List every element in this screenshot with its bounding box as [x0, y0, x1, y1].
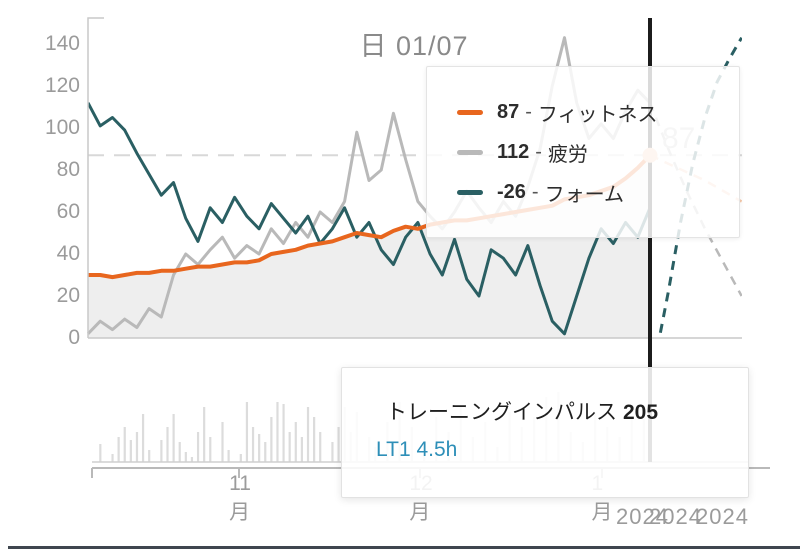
load-bar	[227, 450, 230, 462]
y-axis-line	[87, 17, 104, 338]
tooltip: トレーニングインパルス 205 LT1 4.5h	[341, 367, 749, 498]
y-axis-tick-label: 140	[44, 32, 80, 55]
load-bar	[178, 442, 181, 462]
month-label: 11月	[229, 472, 251, 524]
load-bar	[294, 422, 297, 462]
load-bar	[245, 402, 249, 462]
load-bar	[99, 444, 102, 462]
load-bar	[203, 407, 206, 462]
load-bar	[111, 454, 114, 462]
load-bar	[331, 442, 334, 462]
training-impulse-value: 205	[623, 401, 659, 424]
load-bar	[258, 434, 261, 462]
load-bar	[270, 417, 273, 462]
load-bar	[209, 437, 212, 462]
load-bar	[129, 440, 132, 462]
chart-title: 日 01/07	[359, 31, 469, 61]
legend-separator: -	[535, 140, 542, 163]
year-label: 2024	[696, 504, 749, 529]
year-label: 2024	[616, 504, 669, 529]
legend: 87 - フィットネス 112 - 疲労 -26 - フォーム	[426, 66, 740, 238]
fatigue-value: 112	[497, 140, 530, 163]
bottom-divider	[8, 546, 800, 549]
load-bar	[264, 442, 267, 462]
load-bar	[251, 427, 255, 462]
load-bar	[276, 402, 279, 462]
fitness-area-fill	[88, 155, 650, 338]
load-bar	[166, 427, 169, 462]
load-bar	[123, 427, 126, 462]
form-label: フォーム	[544, 183, 624, 206]
load-bar	[288, 432, 291, 462]
fitness-value: 87	[497, 100, 520, 123]
lt1-duration: LT1 4.5h	[376, 438, 458, 461]
fitness-line-swatch-icon	[457, 109, 483, 115]
legend-separator: -	[531, 180, 539, 203]
form-line-swatch-icon	[457, 189, 483, 195]
fatigue-label: 疲労	[547, 143, 588, 166]
load-bar	[141, 414, 145, 462]
load-bar	[190, 457, 194, 462]
load-bar	[319, 432, 322, 462]
y-axis-tick-label: 100	[44, 116, 80, 139]
load-bar	[160, 440, 163, 462]
load-bar	[148, 450, 151, 462]
y-axis-tick-label: 40	[56, 242, 80, 265]
training-impulse-line: トレーニングインパルス 205	[386, 396, 748, 426]
training-impulse-label: トレーニングインパルス	[386, 401, 617, 424]
fitness-label: フィットネス	[537, 103, 658, 126]
load-bar	[172, 414, 175, 462]
load-bar	[117, 437, 120, 462]
form-value: -26	[497, 180, 526, 203]
y-axis-tick-label: 60	[56, 200, 80, 223]
load-bar	[306, 407, 310, 462]
load-bar	[300, 437, 304, 462]
legend-item-fitness: 87 - フィットネス	[457, 98, 739, 127]
fatigue-line-swatch-icon	[457, 149, 483, 155]
load-bar	[184, 452, 187, 462]
y-axis-tick-label: 20	[56, 284, 80, 307]
load-bar	[239, 454, 242, 462]
legend-item-form: -26 - フォーム	[457, 178, 739, 207]
load-bar	[135, 432, 139, 462]
legend-item-fatigue: 112 - 疲労	[457, 138, 739, 167]
legend-separator: -	[525, 100, 532, 123]
load-bar	[282, 404, 285, 462]
load-bar	[221, 422, 224, 462]
y-axis-tick-label: 120	[44, 74, 80, 97]
load-bar	[337, 427, 340, 462]
year-label: 2024	[649, 504, 702, 529]
y-axis-tick-label: 0	[68, 326, 80, 349]
load-bar	[196, 432, 200, 462]
load-bar	[313, 417, 316, 462]
y-axis-tick-label: 80	[56, 158, 80, 181]
